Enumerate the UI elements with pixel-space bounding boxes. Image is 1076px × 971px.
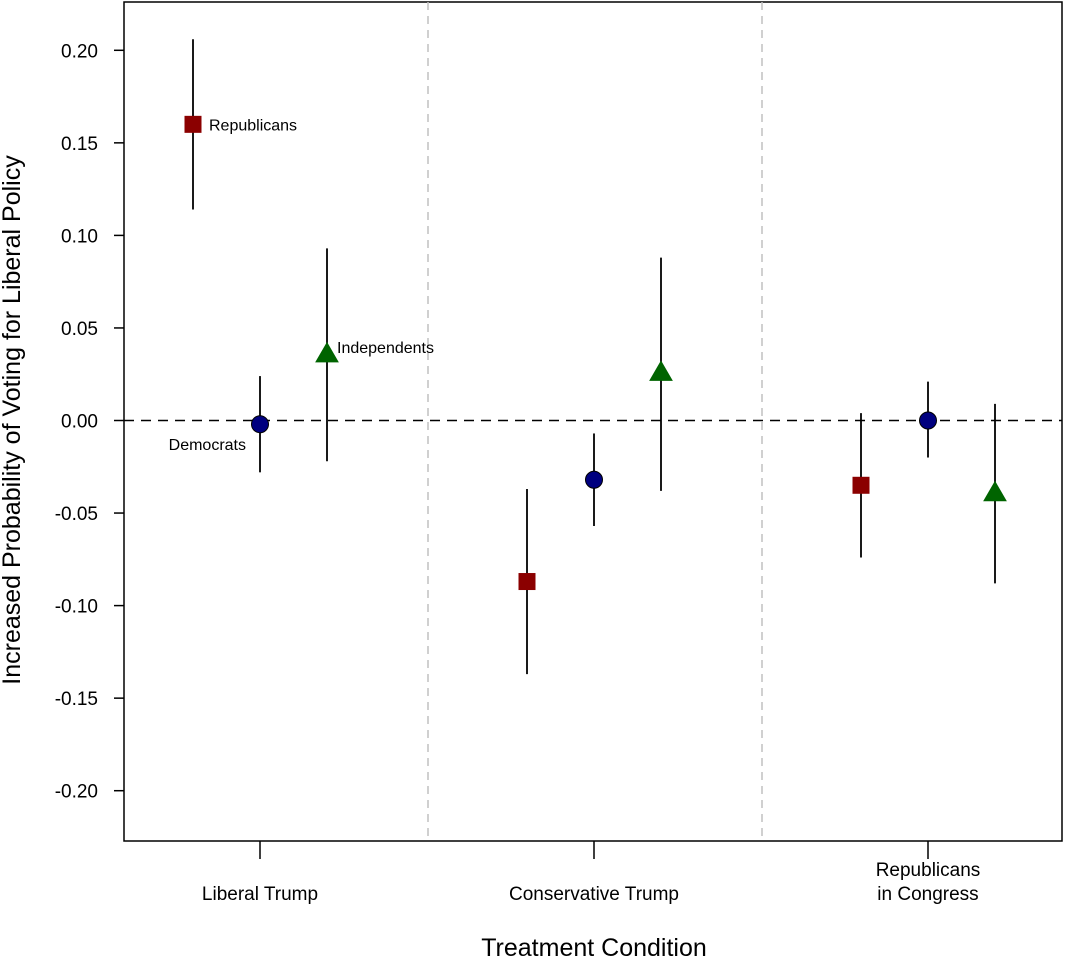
republicans-marker — [852, 476, 870, 494]
republicans-marker — [184, 115, 202, 133]
republicans-marker — [518, 573, 536, 591]
independents-marker — [649, 360, 673, 381]
x-tick-label: Republicans — [876, 860, 981, 881]
y-tick-label: -0.20 — [55, 782, 98, 803]
x-tick-label: Liberal Trump — [202, 884, 318, 905]
democrats-label: Democrats — [169, 437, 246, 454]
y-tick-label: 0.10 — [61, 226, 98, 247]
x-tick-label: Conservative Trump — [509, 884, 679, 905]
y-tick-label: 0.00 — [61, 412, 98, 433]
y-tick-label: -0.05 — [55, 504, 98, 525]
x-tick-label: in Congress — [877, 884, 978, 905]
y-tick-label: 0.05 — [61, 319, 98, 340]
democrats-marker — [251, 415, 269, 434]
axes-layer: -0.20 -0.15 -0.10 -0.05 0.00 0.05 0.10 0.15 0.20… — [55, 1, 1063, 905]
y-tick-label: 0.15 — [61, 134, 98, 155]
plot-frame — [123, 1, 1063, 842]
independents-marker — [983, 480, 1007, 502]
democrats-marker — [919, 411, 937, 430]
democrats-marker — [585, 470, 603, 489]
independents-marker — [315, 341, 339, 363]
x-axis-title: Treatment Condition — [481, 934, 707, 962]
y-axis-title: Increased Probability of Voting for Libe… — [0, 155, 26, 685]
y-tick-label: 0.20 — [61, 41, 98, 62]
republicans-label: Republicans — [209, 117, 297, 134]
data-layer — [184, 39, 1007, 675]
y-tick-label: -0.15 — [55, 689, 98, 710]
y-tick-label: -0.10 — [55, 597, 98, 618]
labels-layer: Republicans Democrats Independents — [169, 117, 434, 454]
independents-label: Independents — [337, 340, 434, 357]
